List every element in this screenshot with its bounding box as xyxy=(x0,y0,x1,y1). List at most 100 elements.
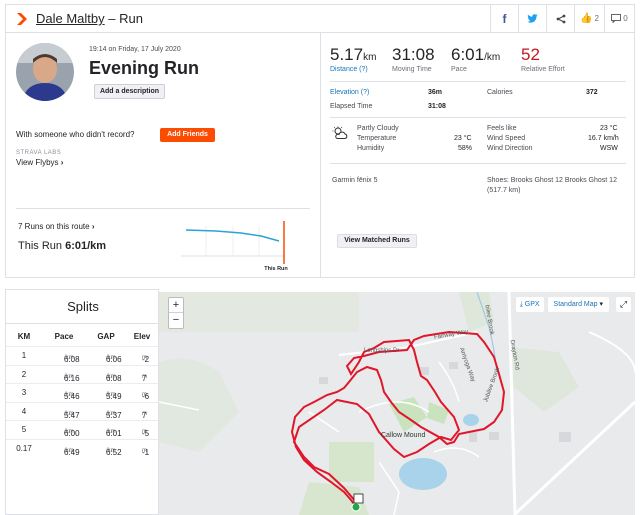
run-sport-icon xyxy=(17,13,27,25)
athlete-name-link[interactable]: Dale Maltby xyxy=(36,11,105,26)
pace-unit: /km xyxy=(484,52,501,63)
split-gap-value: 5:49 xyxy=(106,392,122,401)
zoom-out-button[interactable]: − xyxy=(172,314,180,326)
facebook-icon: f xyxy=(502,11,507,26)
fullscreen-button[interactable]: ⤢ xyxy=(616,297,631,312)
shoes-distance: (517.7 km) xyxy=(487,187,521,194)
thumbs-up-icon: 👍 xyxy=(580,13,593,24)
map-controls: ⤓ GPX Standard Map ▾ xyxy=(515,297,609,312)
split-elev-value: -5 xyxy=(142,429,150,438)
comments-button[interactable]: 0 xyxy=(604,5,634,32)
feels-like-value: 23 °C xyxy=(600,125,618,132)
add-description-button[interactable]: Add a description xyxy=(94,84,165,99)
stat-relative-effort[interactable]: 52 Relative Effort xyxy=(521,45,565,73)
shoes-name[interactable]: Shoes: Brooks Ghost 12 Brooks Ghost 12 xyxy=(487,177,617,184)
avatar-photo xyxy=(16,43,74,101)
someone-prompt: With someone who didn't record? xyxy=(16,130,135,139)
splits-header-row: KM Pace GAP Elev xyxy=(6,328,158,346)
wind-direction-label: Wind Direction xyxy=(487,145,533,152)
split-row: 5 6:00 /km 6:01 /km -5 m xyxy=(6,420,158,438)
divider xyxy=(330,117,626,118)
effort-label: Relative Effort xyxy=(521,66,565,73)
moving-time-value: 31:08 xyxy=(392,45,435,64)
runs-on-route-label: 7 Runs on this route xyxy=(18,222,90,231)
split-elev-unit: m xyxy=(142,355,147,361)
split-elev-value: -2 xyxy=(142,355,150,364)
split-gap-unit: /km xyxy=(106,355,116,361)
download-icon: ⤓ xyxy=(519,301,523,308)
activity-datetime: 19:14 on Friday, 17 July 2020 xyxy=(89,46,181,53)
gpx-label: GPX xyxy=(524,301,540,308)
map-type-select[interactable]: Standard Map ▾ xyxy=(547,297,609,312)
split-gap-unit: /km xyxy=(106,447,116,454)
wind-speed-label: Wind Speed xyxy=(487,135,526,142)
activity-card: Dale Maltby – Run f 👍 2 0 xyxy=(5,4,635,278)
splits-panel: Splits KM Pace GAP Elev 1 6:08 /km 6:06 /k… xyxy=(5,289,159,515)
view-flybys-link[interactable]: View Flybys › xyxy=(16,158,63,167)
share-icon xyxy=(556,14,565,23)
facebook-share-button[interactable]: f xyxy=(490,5,518,32)
split-gap-unit: /km xyxy=(106,429,116,435)
split-pace-value: 6:08 xyxy=(64,355,80,364)
stat-moving-time: 31:08 Moving Time xyxy=(392,45,435,73)
split-gap-unit: /km xyxy=(106,392,116,398)
divider xyxy=(16,208,310,209)
elev-header: Elev xyxy=(133,332,151,341)
map-type-label: Standard Map xyxy=(553,301,598,308)
temperature-label: Temperature xyxy=(357,135,397,142)
split-gap-value: 6:52 xyxy=(106,447,122,457)
split-gap-unit: /km xyxy=(106,410,116,417)
split-km: 3 xyxy=(21,388,27,397)
share-button[interactable] xyxy=(546,5,574,32)
activity-summary: 19:14 on Friday, 17 July 2020 Evening Ru… xyxy=(6,33,321,277)
runs-on-route-link[interactable]: 7 Runs on this route › xyxy=(18,222,95,231)
wind-speed-value: 16.7 km/h xyxy=(588,135,619,142)
humidity-value: 58% xyxy=(458,145,473,152)
twitter-share-button[interactable] xyxy=(518,5,546,32)
activity-stats: 5.17km Distance (?) 31:08 Moving Time 6:… xyxy=(322,33,634,277)
this-run-label: This Run xyxy=(18,240,66,252)
twitter-icon xyxy=(527,14,538,23)
route-start-marker xyxy=(351,502,361,512)
split-pace-unit: /km xyxy=(64,410,74,417)
export-gpx-button[interactable]: ⤓ GPX xyxy=(515,297,544,312)
partly-cloudy-icon xyxy=(332,126,348,139)
distance-label[interactable]: Distance (?) xyxy=(330,66,368,73)
elevation-label[interactable]: Elevation (?) xyxy=(330,89,370,96)
add-friends-button[interactable]: Add Friends xyxy=(160,128,215,142)
split-row: 2 6:16 /km 6:08 /km 7 m xyxy=(6,364,158,383)
header-run-label: – Run xyxy=(104,11,143,26)
split-gap-value: 6:01 xyxy=(106,429,122,438)
kudos-button[interactable]: 👍 2 xyxy=(574,5,604,32)
split-pace-unit: /km xyxy=(64,355,74,361)
stat-distance: 5.17km Distance (?) xyxy=(330,45,376,73)
temperature-value: 23 °C xyxy=(454,135,472,142)
split-km: 0.17 xyxy=(16,443,32,453)
split-pace-value: 5:46 xyxy=(64,392,80,401)
split-pace-value: 5:47 xyxy=(64,410,80,420)
km-header: KM xyxy=(17,332,31,341)
split-pace-unit: /km xyxy=(64,447,74,454)
this-run-pace: This Run 6:01/km xyxy=(18,240,106,252)
this-run-pace-value: 6:01/km xyxy=(65,240,107,252)
split-km: 5 xyxy=(21,425,27,434)
kudos-count: 2 xyxy=(594,14,599,23)
athlete-avatar[interactable] xyxy=(16,43,74,101)
split-pace-unit: /km xyxy=(64,392,74,398)
activity-header-title: Dale Maltby – Run xyxy=(36,11,143,26)
split-elev-value: 7 xyxy=(142,410,147,420)
split-gap-value: 5:37 xyxy=(106,410,122,420)
zoom-in-button[interactable]: + xyxy=(169,298,183,313)
split-elev-value: -1 xyxy=(142,447,150,457)
fullscreen-icon: ⤢ xyxy=(619,299,628,309)
split-pace-value: 6:00 xyxy=(64,429,80,438)
caret-down-icon: ▾ xyxy=(599,301,603,308)
device-name: Garmin fēnix 5 xyxy=(332,177,378,184)
activity-header: Dale Maltby – Run f 👍 2 0 xyxy=(6,5,634,33)
activity-title: Evening Run xyxy=(89,58,200,78)
split-km: 2 xyxy=(21,369,27,379)
divider xyxy=(330,163,626,164)
splits-title: Splits xyxy=(67,299,99,314)
view-matched-runs-button[interactable]: View Matched Runs xyxy=(337,234,417,248)
route-map[interactable]: Longships Dr Fairway Way Arriyoga Way Ju… xyxy=(159,292,635,515)
